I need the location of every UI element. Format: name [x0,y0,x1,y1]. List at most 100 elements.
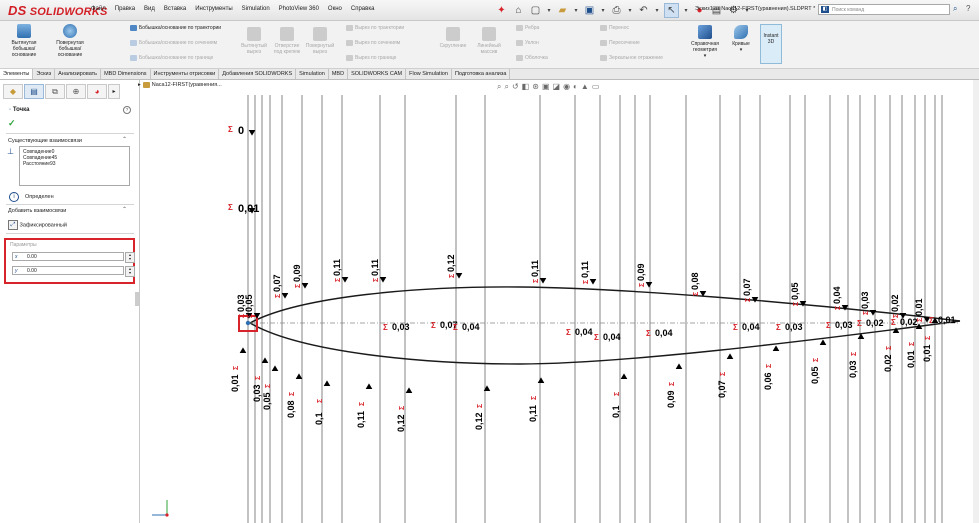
shell-button[interactable]: Оболочка [516,55,548,61]
lower-surface-spline[interactable] [249,320,961,365]
zoom-to-fit-icon[interactable]: ⌕ [497,82,502,91]
dimension-value[interactable]: 0,04 [655,328,673,338]
wrap-button[interactable]: Перенос [600,25,629,31]
zoom-area-icon[interactable]: ⌕ [504,82,509,91]
dimension-value[interactable]: 0,01 [906,350,916,368]
dimxpert-manager-tab-icon[interactable]: ⊕ [66,84,86,99]
dimension-value[interactable]: 0,03 [236,294,246,312]
feature-manager-tab-icon[interactable]: ◆ [3,84,23,99]
tab-solidworks-addins[interactable]: Добавления SOLIDWORKS [219,69,297,79]
curves-dropdown-icon[interactable]: ▾ [739,47,743,53]
home-icon[interactable]: ⌂ [515,5,522,16]
dimension-label[interactable]: 0,08 Σ [690,272,700,296]
menu-view[interactable]: Вид [144,6,155,12]
dimension-value[interactable]: 0,03 [252,384,262,402]
dimension-value[interactable]: 0,12 [474,412,484,430]
menu-tools[interactable]: Инструменты [195,6,233,12]
feature-tree-flyout[interactable]: ▸ Naca12-FIRST(уравнения... [138,82,222,88]
intersect-button[interactable]: Пересечение [600,40,640,46]
dimension-value[interactable]: 0,08 [690,272,700,290]
open-dropdown-icon[interactable]: ▾ [574,8,578,14]
list-item[interactable]: Совпадение0 [23,149,55,155]
new-dropdown-icon[interactable]: ▾ [547,8,551,14]
dimension-label[interactable]: Σ 0,05 [810,358,820,384]
edit-appearance-icon[interactable]: ◐ [573,82,578,91]
dimension-label[interactable]: Σ 0,1 [611,392,621,418]
extrude-boss-button[interactable]: Вытянутая бобышка/основание [4,24,44,58]
revolve-cut-button[interactable]: Повернутый вырез [305,27,335,55]
list-item[interactable]: Совпадение45 [23,155,58,161]
dimension-label[interactable]: 0,11 Σ [332,259,342,282]
tab-evaluate[interactable]: Анализировать [55,69,102,79]
dimension-value[interactable]: 0,08 [286,400,296,418]
dimension-value[interactable]: 0,03 [860,291,870,309]
selected-point[interactable] [245,320,251,326]
extrude-cut-button[interactable]: Вытянутый вырез [240,27,268,55]
collapse-chevron-icon[interactable]: ⌃ [122,137,128,143]
undo-icon[interactable]: ↶ [639,5,648,16]
dimension-value[interactable]: 0,03 [392,322,410,332]
save-icon[interactable]: ▣ [584,5,595,16]
dimension-value[interactable]: 0,02 [890,294,900,312]
dimension-value[interactable]: 0,05 [790,282,800,300]
dimension-value[interactable]: 0,09 [636,263,646,281]
dimension-value[interactable]: 0,1 [611,405,621,418]
dimension-value[interactable]: 0,09 [666,390,676,408]
dimension-value[interactable]: 0,04 [832,286,842,304]
boundary-boss-button[interactable]: Бобышка/основание по границе [130,55,213,61]
dimension-label[interactable]: 0,12 Σ [446,254,456,278]
dimension-value[interactable]: 0,03 [835,320,853,330]
tab-mbd-dimensions[interactable]: MBD Dimensions [101,69,151,79]
file-properties-icon[interactable]: ▤ [711,5,722,16]
swept-cut-button[interactable]: Вырез по траектории [346,25,404,31]
dimension-value[interactable]: 0,12 [446,254,456,272]
view-settings-icon[interactable]: ▭ [591,82,600,91]
expand-arrow-icon[interactable]: ▸ [138,82,141,88]
existing-relations-list[interactable]: Совпадение0 Совпадение45 Расстояние93 [19,146,130,186]
collapse-chevron-icon[interactable]: ⌃ [122,207,128,213]
previous-view-icon[interactable]: ↺ [511,82,519,91]
pane-more-icon[interactable]: ▸ [108,84,120,99]
dimension-value[interactable]: 0,07 [717,380,727,398]
dimension-label[interactable]: 0,09 Σ [636,263,646,287]
upper-surface-spline[interactable] [249,286,961,324]
x-coordinate-field[interactable]: x 0.00 ▴ ▾ [12,252,135,263]
dimension-label[interactable]: 0,05 Σ [244,294,254,318]
tab-markup-tools[interactable]: Инструменты отрисовки [151,69,220,79]
graphics-area[interactable] [140,80,979,523]
mirror-button[interactable]: Зеркальное отражение [600,55,663,61]
dimension-value[interactable]: 0,12 [396,414,406,432]
configuration-manager-tab-icon[interactable]: ⧉ [45,84,65,99]
rebuild-icon[interactable]: ● [696,5,703,16]
tab-flow-simulation[interactable]: Flow Simulation [406,69,452,79]
print-icon[interactable]: ⎙ [612,5,621,16]
search-icon[interactable]: ⌕ [953,4,958,13]
loft-boss-button[interactable]: Бобышка/основание по сечениям [130,40,217,46]
dimension-label[interactable]: Σ 0,11 [356,402,366,428]
dimension-value[interactable]: 0,01 [238,203,259,215]
linear-pattern-button[interactable]: Линейный массив [474,27,504,55]
ok-checkmark-icon[interactable]: ✓ [8,118,16,128]
dimension-label[interactable]: Σ 0,05 [262,384,272,410]
reference-geometry-dropdown-icon[interactable]: ▾ [703,53,707,59]
dimension-value[interactable]: 0,11 [356,411,366,428]
y-coordinate-field[interactable]: y 0.00 ▴ ▾ [12,266,135,277]
dimension-value[interactable]: 0,11 [530,260,540,277]
dimension-label[interactable]: 0,11 Σ [580,261,590,284]
menu-window[interactable]: Окно [327,6,342,12]
dimension-label[interactable]: 0,03 Σ [236,294,246,318]
dimension-label[interactable]: 0,02 Σ [890,294,900,318]
dimension-value[interactable]: 0,07 [742,278,752,296]
options-dropdown-icon[interactable]: ▾ [745,8,749,14]
tab-solidworks-cam[interactable]: SOLIDWORKS CAM [348,69,407,79]
tab-sketch[interactable]: Эскиз [33,69,56,79]
dimension-value[interactable]: 0,06 [763,372,773,390]
existing-relations-header[interactable]: Существующие взаимосвязи [8,138,82,144]
instant3d-button[interactable]: Instant 3D [760,24,782,64]
dimension-label[interactable]: 0,09 Σ [292,264,302,288]
tab-simulation[interactable]: Simulation [296,69,329,79]
curves-button[interactable]: Кривые ▾ [727,25,755,53]
menu-file[interactable]: Файл [91,6,106,12]
loft-cut-button[interactable]: Вырез по сечениям [346,40,400,46]
select-dropdown-icon[interactable]: ▾ [684,8,688,14]
